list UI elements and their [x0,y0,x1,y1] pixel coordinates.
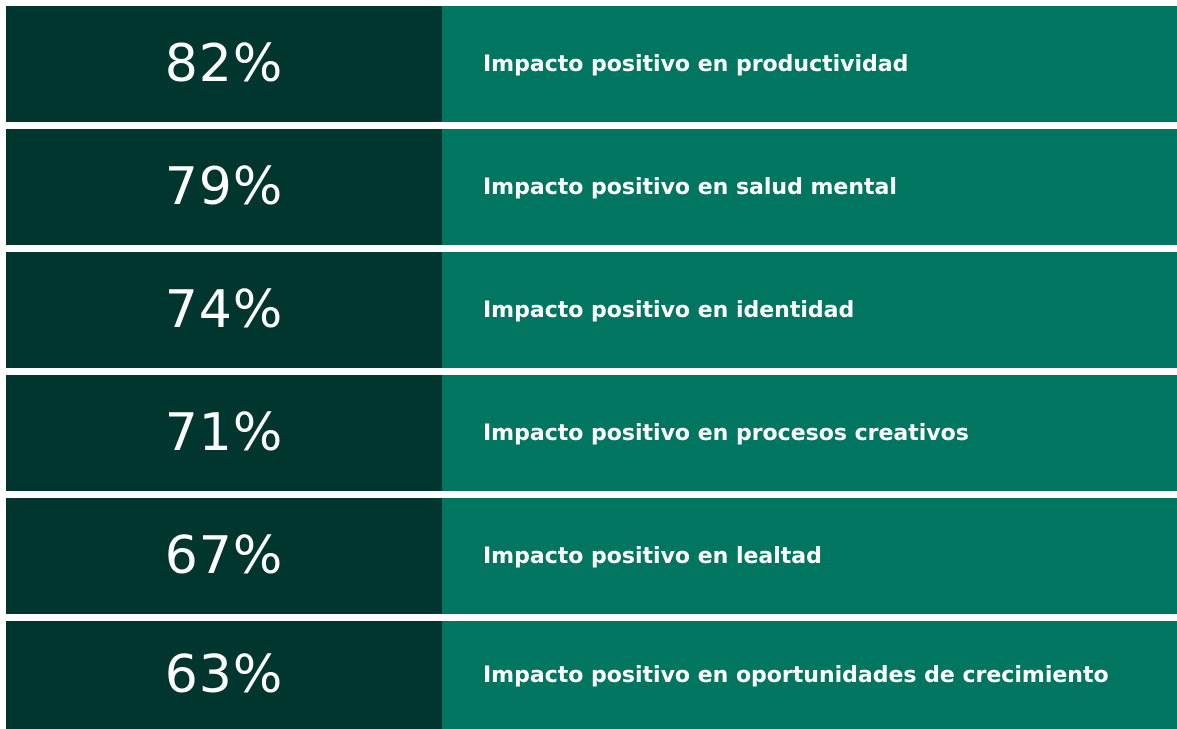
stat-value: 79% [6,129,442,245]
stat-value: 82% [6,6,442,122]
stat-row: 67% Impacto positivo en lealtad [6,498,1177,614]
stat-value: 63% [6,621,442,729]
stat-row: 82% Impacto positivo en productividad [6,6,1177,122]
stat-row: 79% Impacto positivo en salud mental [6,129,1177,245]
stat-value: 71% [6,375,442,491]
stat-label: Impacto positivo en productividad [442,6,1177,122]
stat-label: Impacto positivo en procesos creativos [442,375,1177,491]
stat-row: 71% Impacto positivo en procesos creativo… [6,375,1177,491]
stat-row: 63% Impacto positivo en oportunidades de … [6,621,1177,729]
stat-value: 74% [6,252,442,368]
stat-label: Impacto positivo en lealtad [442,498,1177,614]
stat-value: 67% [6,498,442,614]
stat-label: Impacto positivo en salud mental [442,129,1177,245]
stat-row: 74% Impacto positivo en identidad [6,252,1177,368]
stat-label: Impacto positivo en oportunidades de cre… [442,621,1177,729]
stat-label: Impacto positivo en identidad [442,252,1177,368]
